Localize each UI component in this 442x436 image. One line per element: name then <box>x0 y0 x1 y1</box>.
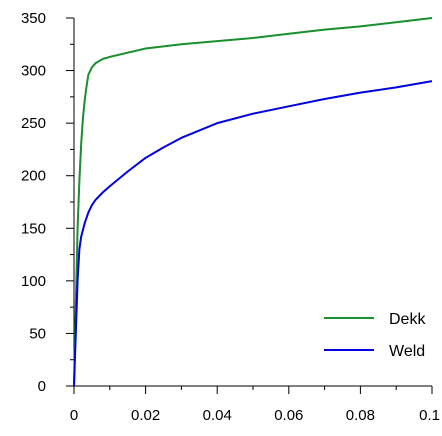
y-tick-label: 250 <box>21 115 46 132</box>
series-line-weld <box>73 80 433 387</box>
y-tick-label: 0 <box>38 378 46 395</box>
x-tick-label: 0.08 <box>346 407 375 424</box>
x-tick-label: 0 <box>70 407 78 424</box>
y-tick-label: 350 <box>21 10 46 27</box>
legend: Dekk Weld <box>324 311 426 360</box>
y-tick-label: 200 <box>21 168 46 185</box>
x-tick-label: 0.06 <box>274 407 303 424</box>
x-tick-label: 0.04 <box>203 407 232 424</box>
x-tick-label: 0.1 <box>419 407 440 424</box>
y-tick-label: 100 <box>21 273 46 290</box>
y-tick-label: 150 <box>21 220 46 237</box>
series-lines <box>73 17 433 387</box>
y-tick-label: 50 <box>29 325 46 342</box>
series-line-dekk <box>73 17 433 387</box>
legend-label-weld: Weld <box>389 343 425 360</box>
axes <box>66 18 432 394</box>
y-tick-label: 300 <box>21 63 46 80</box>
legend-label-dekk: Dekk <box>389 311 426 328</box>
x-tick-label: 0.02 <box>131 407 160 424</box>
ticks: 0 50 100 150 200 250 300 350 0 0.02 0.04 0.06 0.08 0.… <box>21 10 440 424</box>
